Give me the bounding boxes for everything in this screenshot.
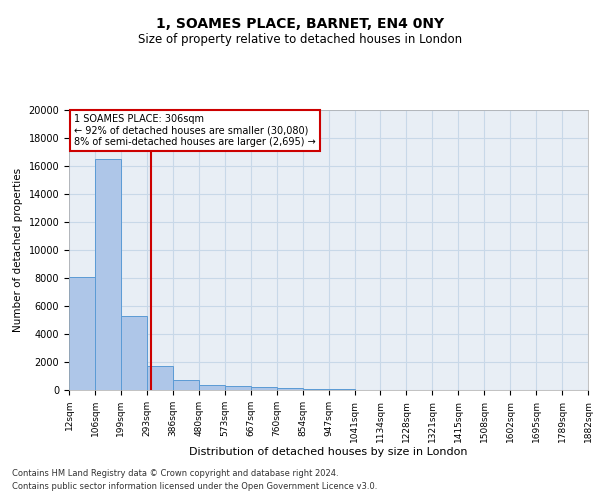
Text: Contains public sector information licensed under the Open Government Licence v3: Contains public sector information licen… [12, 482, 377, 491]
Bar [199, 385, 224, 390]
Text: Size of property relative to detached houses in London: Size of property relative to detached ho… [138, 32, 462, 46]
Y-axis label: Number of detached properties: Number of detached properties [13, 168, 23, 332]
Text: 1, SOAMES PLACE, BARNET, EN4 0NY: 1, SOAMES PLACE, BARNET, EN4 0NY [156, 18, 444, 32]
X-axis label: Distribution of detached houses by size in London: Distribution of detached houses by size … [189, 448, 468, 458]
Bar [147, 366, 173, 390]
Bar [69, 276, 95, 390]
Bar [277, 388, 302, 390]
Text: 1 SOAMES PLACE: 306sqm
← 92% of detached houses are smaller (30,080)
8% of semi-: 1 SOAMES PLACE: 306sqm ← 92% of detached… [74, 114, 316, 148]
Bar [121, 316, 147, 390]
Bar [173, 380, 199, 390]
Text: Contains HM Land Registry data © Crown copyright and database right 2024.: Contains HM Land Registry data © Crown c… [12, 468, 338, 477]
Bar [224, 386, 251, 390]
Bar [329, 389, 355, 390]
Bar [95, 159, 121, 390]
Bar [251, 387, 277, 390]
Bar [302, 388, 329, 390]
